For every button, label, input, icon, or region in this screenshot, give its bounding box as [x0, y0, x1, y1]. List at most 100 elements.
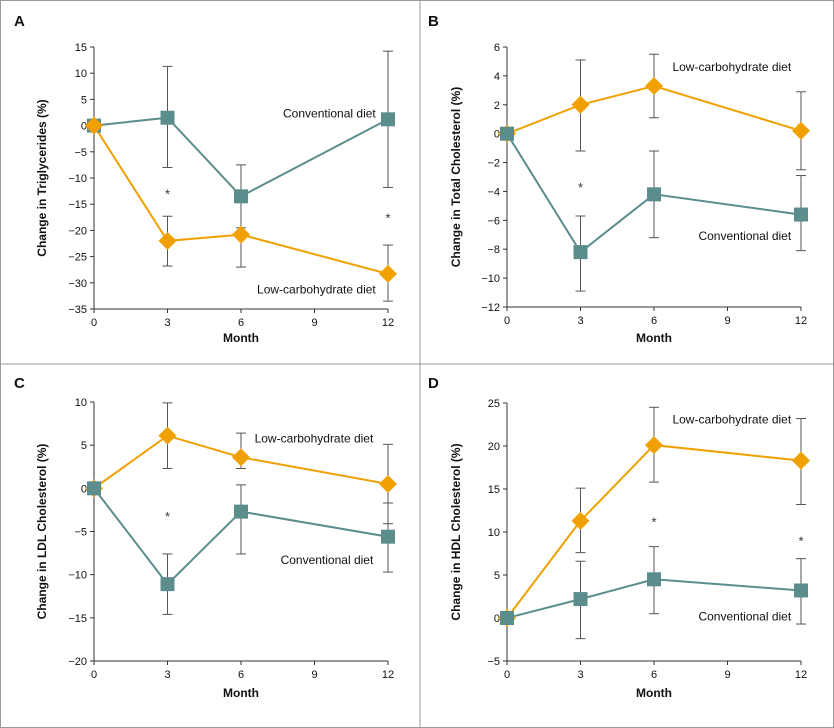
- data-point-square: [381, 112, 395, 127]
- series-line-conventional: [93, 116, 389, 198]
- panel-letter: C: [14, 375, 25, 392]
- x-tick-label: 0: [91, 669, 97, 681]
- data-point-square: [794, 583, 808, 598]
- x-tick-label: 6: [651, 669, 657, 681]
- series-line-conventional: [506, 133, 802, 254]
- x-tick-label: 0: [504, 669, 510, 681]
- y-tick-label: −15: [68, 613, 87, 625]
- data-point-square: [647, 187, 661, 202]
- y-tick-label: 4: [494, 71, 500, 83]
- panel-letter: D: [428, 375, 439, 392]
- series-line-low-carb: [506, 84, 802, 135]
- x-tick-label: 0: [504, 315, 510, 327]
- y-tick-label: −8: [487, 244, 500, 256]
- y-tick-label: 0: [81, 121, 87, 133]
- x-tick-label: 3: [164, 317, 170, 329]
- significance-marker: *: [165, 509, 170, 524]
- y-tick-label: −10: [68, 173, 87, 185]
- y-tick-label: 10: [488, 527, 500, 539]
- y-tick-label: −5: [74, 147, 87, 159]
- panel-letter: A: [14, 13, 25, 30]
- x-tick-label: 3: [164, 669, 170, 681]
- x-tick-label: 12: [795, 315, 807, 327]
- y-tick-label: −5: [487, 656, 500, 668]
- y-tick-label: 25: [488, 398, 500, 410]
- series-label-low-carb: Low-carbohydrate diet: [257, 283, 376, 297]
- panel-b: B 6 4 2 0 −2 −4 −6 −8 −10 −12 0 3 6 9 12 Month Change in …: [428, 13, 810, 345]
- y-tick-label: −30: [68, 278, 87, 290]
- data-point-diamond: [379, 475, 397, 494]
- x-tick-label: 9: [311, 317, 317, 329]
- x-axis-label: Month: [223, 686, 259, 700]
- data-point-diamond: [158, 231, 177, 250]
- data-point-diamond: [85, 116, 103, 135]
- significance-marker: *: [578, 180, 583, 195]
- y-axis-label: Change in Total Cholesterol (%): [449, 87, 463, 267]
- y-tick-label: −25: [68, 252, 87, 264]
- data-point-diamond: [645, 77, 663, 95]
- significance-marker: *: [165, 187, 170, 202]
- data-point-square: [500, 611, 514, 625]
- x-tick-label: 9: [724, 315, 730, 327]
- data-point-square: [160, 577, 175, 592]
- y-tick-label: −20: [68, 225, 87, 237]
- x-tick-label: 12: [382, 669, 394, 681]
- series-label-low-carb: Low-carbohydrate diet: [255, 431, 374, 445]
- series-line-conventional: [506, 578, 802, 619]
- y-tick-label: −12: [481, 302, 500, 314]
- series-label-conventional: Conventional diet: [698, 609, 791, 623]
- series-label-low-carb: Low-carbohydrate diet: [672, 60, 791, 74]
- significance-marker: *: [385, 210, 390, 225]
- y-tick-label: 5: [81, 440, 87, 452]
- x-axis-label: Month: [636, 331, 672, 345]
- y-tick-label: 0: [494, 613, 500, 625]
- panel-c: C 10 5 0 −5 −10 −15 −20 0 3 6 9 12 Month Change in LDL…: [14, 375, 397, 700]
- significance-marker: *: [651, 515, 656, 530]
- data-point-square: [160, 110, 175, 125]
- data-point-square: [647, 572, 661, 587]
- data-point-diamond: [792, 121, 810, 140]
- y-tick-label: −5: [74, 527, 87, 539]
- y-tick-label: 0: [494, 129, 500, 141]
- y-tick-label: 6: [494, 42, 500, 54]
- x-axis-label: Month: [223, 331, 259, 345]
- y-tick-label: 0: [81, 483, 87, 495]
- x-tick-label: 9: [724, 669, 730, 681]
- data-point-diamond: [232, 448, 250, 467]
- y-tick-label: 5: [494, 570, 500, 582]
- data-point-square: [794, 207, 808, 222]
- data-point-diamond: [571, 511, 590, 530]
- panel-letter: B: [428, 13, 439, 30]
- data-point-diamond: [379, 264, 397, 283]
- data-point-square: [87, 481, 101, 496]
- data-point-square: [573, 592, 588, 607]
- data-point-square: [573, 245, 588, 260]
- y-tick-label: −10: [481, 273, 500, 285]
- y-tick-label: −10: [68, 570, 87, 582]
- series-line-conventional: [93, 487, 389, 586]
- data-point-square: [381, 529, 395, 544]
- y-tick-label: 5: [81, 94, 87, 106]
- series-line-low-carb: [93, 434, 389, 490]
- y-tick-label: 20: [488, 441, 500, 453]
- y-tick-label: −20: [68, 656, 87, 668]
- y-tick-label: −2: [487, 158, 500, 170]
- y-tick-label: 15: [488, 484, 500, 496]
- x-tick-label: 0: [91, 317, 97, 329]
- x-tick-label: 6: [238, 317, 244, 329]
- y-tick-label: 2: [494, 100, 500, 112]
- x-axis-label: Month: [636, 686, 672, 700]
- data-point-diamond: [645, 436, 663, 455]
- y-tick-label: 10: [75, 397, 87, 409]
- data-point-diamond: [232, 225, 250, 244]
- panel-a: A 15 10 5 0 −5 −10 −15 −20 −25 −30 −35 0 3 6 9 12 Month Ch…: [14, 13, 397, 345]
- y-tick-label: −15: [68, 199, 87, 211]
- series-line-low-carb: [93, 125, 389, 275]
- data-point-diamond: [158, 426, 177, 445]
- data-point-square: [234, 504, 248, 519]
- y-axis-label: Change in LDL Cholesterol (%): [35, 444, 49, 620]
- series-label-low-carb: Low-carbohydrate diet: [672, 412, 791, 426]
